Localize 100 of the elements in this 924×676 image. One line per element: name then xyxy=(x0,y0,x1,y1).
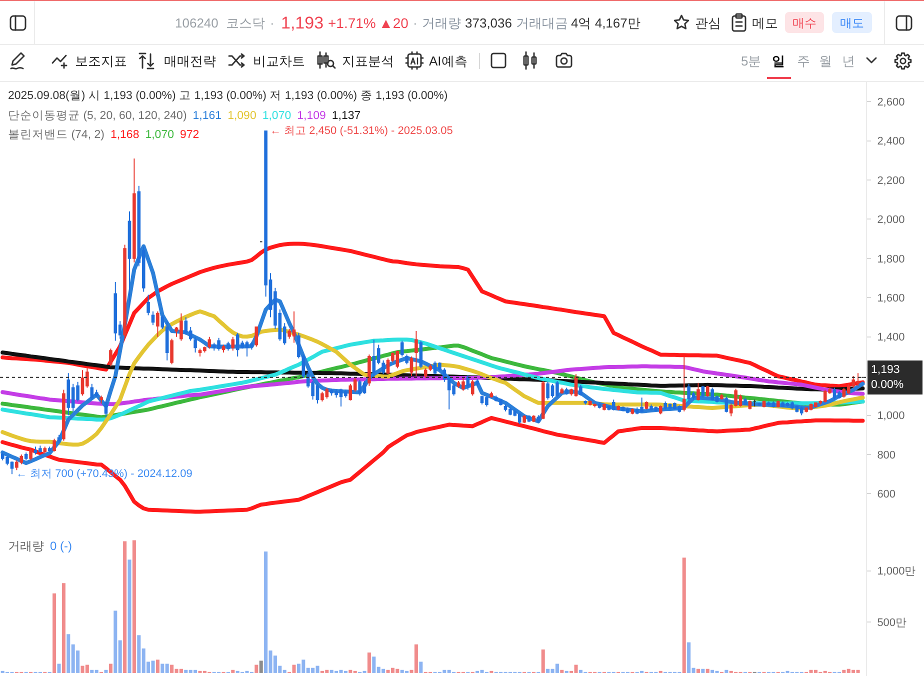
bar xyxy=(724,670,728,673)
text: +1.71% xyxy=(328,15,376,31)
candlestick xyxy=(776,400,780,408)
annotation: ← 최고 2,450 (-51.31%) - 2025.03.05 xyxy=(270,125,453,137)
candlestick xyxy=(696,382,700,402)
candlestick xyxy=(414,330,418,377)
candlestick xyxy=(132,158,136,263)
candlestick xyxy=(419,340,423,369)
candlestick xyxy=(424,368,428,379)
candlestick xyxy=(758,402,761,407)
annotation: 1,161 xyxy=(192,110,222,122)
bar xyxy=(57,664,61,673)
buy-button: 매수 xyxy=(785,12,824,33)
candlestick xyxy=(146,294,150,316)
candlestick xyxy=(100,395,103,404)
candlestick xyxy=(762,400,766,408)
ref-line-label: 1,193 0.00% xyxy=(871,364,904,391)
y-tick-label: 600 xyxy=(877,488,896,501)
candlestick xyxy=(720,393,724,400)
candlestick xyxy=(602,403,606,411)
text: 5분 xyxy=(741,54,762,68)
text: 주 xyxy=(797,54,810,68)
candlestick xyxy=(57,434,61,444)
candlestick xyxy=(231,336,235,352)
candlestick xyxy=(208,336,212,350)
candlestick xyxy=(48,446,52,452)
annotation: 1,090 xyxy=(228,110,256,122)
text: 관심 xyxy=(695,16,721,30)
annotation: 볼린저밴드 (74, 2) xyxy=(8,129,104,142)
candlestick xyxy=(24,452,28,461)
candlestick xyxy=(616,404,620,411)
candlestick xyxy=(368,354,371,386)
candlestick xyxy=(109,348,112,367)
bar xyxy=(682,558,686,673)
text: 거래대금 xyxy=(516,16,568,30)
candlestick xyxy=(382,360,385,375)
annotation: 2025.09.08(월) 시 1,193 (0.00%) 고 1,193 (0.00%) 저 1,193 (0.00%) 종 1,193 (0.00%) xyxy=(8,90,448,103)
candlestick xyxy=(644,401,648,410)
bar xyxy=(259,660,263,673)
text: 106240 xyxy=(175,16,218,30)
text: 비교차트 xyxy=(253,54,305,68)
candlestick xyxy=(541,380,545,420)
candlestick xyxy=(52,438,56,452)
text: 코스닥 xyxy=(226,16,265,30)
bar xyxy=(419,662,423,673)
annotation: 0 (-) xyxy=(50,539,72,553)
y-tick-label: 1,000만 xyxy=(877,566,916,578)
candlestick xyxy=(400,340,404,357)
text: 373,036 xyxy=(465,16,512,30)
candlestick xyxy=(598,403,602,409)
y-tick-label: 1,600 xyxy=(877,292,905,304)
bar xyxy=(367,652,371,673)
y-tick-label: 1,400 xyxy=(877,332,905,344)
line-series xyxy=(0,416,865,514)
text: 매매전략 xyxy=(164,54,216,68)
bar xyxy=(104,670,108,673)
candlestick xyxy=(428,364,432,372)
candlestick xyxy=(564,387,568,396)
candlestick xyxy=(682,356,686,412)
bar xyxy=(123,541,127,673)
candlestick xyxy=(584,400,588,405)
candlestick xyxy=(476,378,479,386)
annotation: 1,070 xyxy=(262,110,292,122)
candlestick xyxy=(43,446,47,454)
text: 지표분석 xyxy=(342,54,394,68)
candlestick xyxy=(470,379,474,396)
candlestick xyxy=(410,356,414,377)
candlestick xyxy=(518,412,522,425)
candlestick xyxy=(536,414,540,424)
candlestick xyxy=(724,396,728,413)
text: 월 xyxy=(819,54,832,68)
candlestick xyxy=(405,354,408,365)
candlestick xyxy=(752,399,756,407)
annotation: 1,070 xyxy=(145,129,174,142)
text: 일 xyxy=(772,54,785,68)
candlestick xyxy=(466,374,470,390)
bar xyxy=(108,664,112,673)
candlestick xyxy=(748,400,752,410)
y-tick-label: 1,800 xyxy=(877,253,905,266)
candlestick xyxy=(194,336,197,354)
candlestick xyxy=(612,399,616,411)
candlestick xyxy=(156,310,160,338)
bar xyxy=(555,664,559,673)
annotation: 1,109 xyxy=(297,110,326,122)
annotation: 1,168 xyxy=(110,129,140,142)
candlestick xyxy=(490,391,494,398)
candlestick xyxy=(630,408,634,415)
text: 거래량 xyxy=(422,16,461,30)
candlestick xyxy=(579,384,582,396)
bar xyxy=(254,664,258,673)
candlestick xyxy=(170,338,174,365)
text: 4억 4,167만 xyxy=(571,16,640,30)
y-tick-label: 2,000 xyxy=(877,214,905,226)
bar xyxy=(156,660,160,673)
text: 년 xyxy=(842,54,855,68)
sell-button: 매도 xyxy=(832,12,872,33)
bar xyxy=(701,668,705,673)
bar xyxy=(696,668,700,673)
text: · xyxy=(270,16,274,30)
candlestick xyxy=(744,397,747,406)
